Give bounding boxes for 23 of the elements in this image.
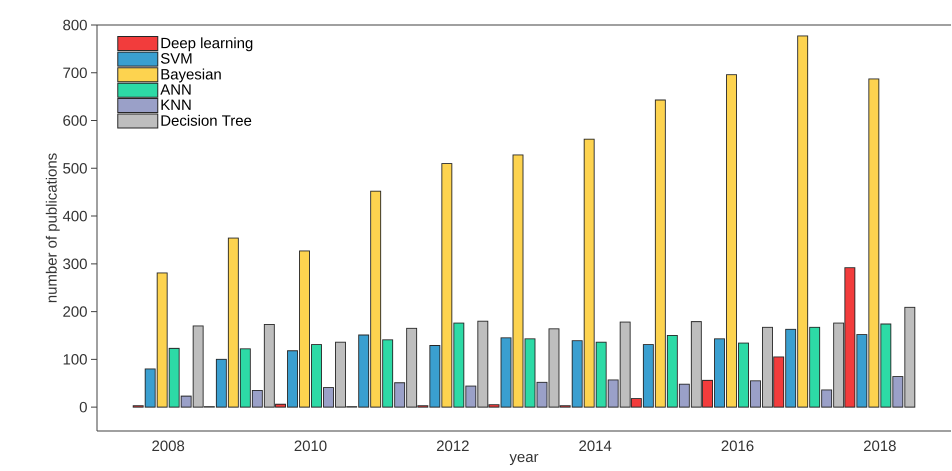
legend-label: Bayesian: [161, 68, 221, 82]
x-tick-label: 2018: [864, 440, 896, 452]
x-tick-label: 2008: [152, 440, 184, 452]
x-tick-label: 2012: [436, 440, 469, 452]
x-tick-label: 2014: [579, 440, 612, 452]
x-tick-label: 2016: [722, 440, 754, 452]
legend-label: Decision Tree: [161, 114, 252, 126]
y-tick-label: 300: [63, 258, 87, 270]
legend-label: ANN: [160, 84, 191, 95]
y-tick-label: 200: [63, 306, 87, 317]
y-tick-label: 800: [63, 20, 87, 30]
legend-label: KNN: [161, 100, 191, 110]
y-tick-label: 700: [63, 67, 87, 78]
x-axis-title: year: [510, 454, 538, 466]
legend-label: SVM: [160, 53, 192, 64]
legend-label: Deep learning: [161, 37, 252, 52]
x-tick-label: 2010: [294, 440, 327, 452]
y-tick-label: 100: [64, 354, 87, 365]
y-axis-title: number of publications: [46, 153, 60, 302]
y-tick-label: 600: [63, 115, 87, 126]
y-tick-label: 500: [63, 163, 87, 174]
y-tick-label: 0: [80, 402, 87, 412]
y-tick-label: 400: [62, 210, 87, 222]
